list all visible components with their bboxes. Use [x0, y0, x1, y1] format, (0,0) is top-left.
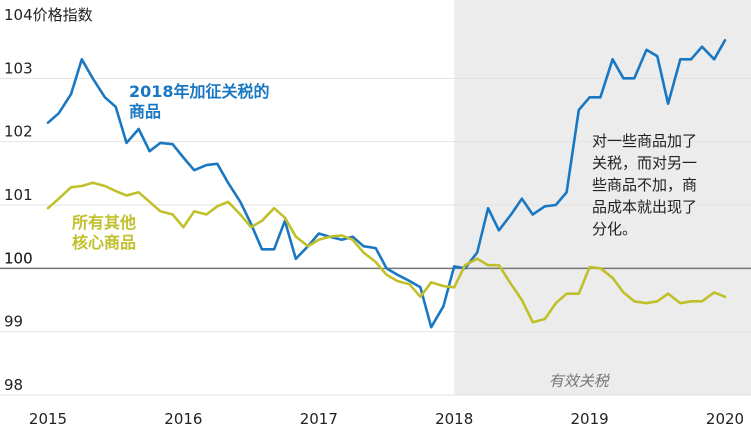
other-core-goods-line — [46, 181, 727, 324]
annotation-text: 对一些商品加了关税，而对另一些商品不加，商品成本就出现了分化。 — [592, 132, 697, 238]
x-tick-label: 2015 — [29, 410, 67, 428]
y-tick-label: 102 — [4, 123, 33, 141]
tariffed-goods-label: 2018年加征关税的商品 — [129, 82, 270, 121]
x-tick-label: 2016 — [164, 410, 202, 428]
y-axis-title: 104价格指数 — [4, 6, 93, 24]
y-tick-label: 103 — [4, 59, 33, 77]
x-tick-label: 2020 — [706, 410, 744, 428]
x-tick-label: 2019 — [571, 410, 609, 428]
x-tick-label: 2018 — [435, 410, 473, 428]
series-lines — [46, 39, 727, 329]
effective-tariff-region — [454, 0, 751, 395]
y-tick-label: 98 — [4, 376, 23, 394]
y-tick-label: 99 — [4, 313, 23, 331]
other-core-goods-label: 所有其他核心商品 — [72, 213, 136, 252]
y-tick-label: 100 — [4, 249, 33, 267]
y-tick-label: 100 — [4, 249, 33, 267]
x-tick-label: 2017 — [300, 410, 338, 428]
effective-tariff-label: 有效关税 — [549, 372, 611, 390]
tariff-annotation: 对一些商品加了关税，而对另一些商品不加，商品成本就出现了分化。 — [592, 132, 697, 238]
tariffed-goods-line — [46, 39, 727, 329]
y-tick-label: 101 — [4, 186, 33, 204]
